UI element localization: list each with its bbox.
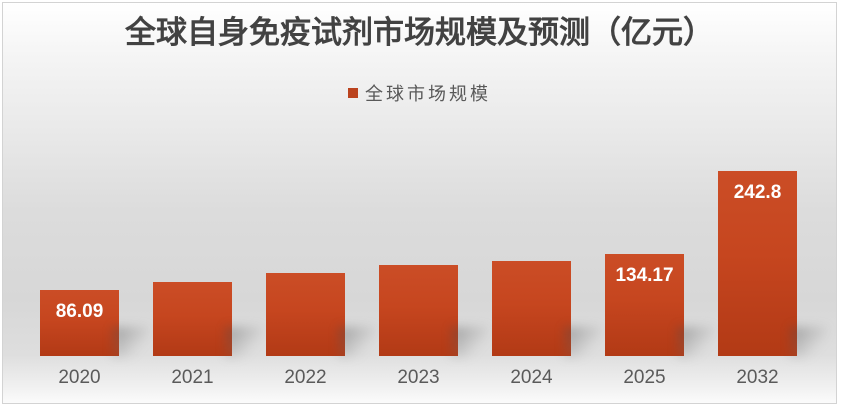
x-axis-labels: 2020 2021 2022 2023 2024 2025 2032 [23, 367, 814, 388]
bar-2022 [266, 273, 345, 356]
x-axis-label: 2020 [58, 367, 101, 388]
bar-2021 [153, 282, 232, 356]
bar-column [362, 86, 475, 356]
x-axis-label: 2022 [284, 367, 327, 388]
bar-column: 242.8 [701, 86, 814, 356]
legend-label: 全球市场规模 [365, 84, 491, 105]
bar-column: 134.17 [588, 86, 701, 356]
x-axis-label: 2025 [623, 367, 666, 388]
bar-2024 [492, 261, 571, 356]
legend-swatch-icon [348, 88, 358, 98]
bar-2032: 242.8 [718, 171, 797, 356]
bar-data-label: 242.8 [733, 182, 782, 203]
x-axis-label: 2023 [397, 367, 440, 388]
bar-2020: 86.09 [40, 290, 119, 356]
chart-title: 全球自身免疫试剂市场规模及预测（亿元） [125, 15, 714, 51]
x-axis-label: 2024 [510, 367, 553, 388]
bar-column [136, 86, 249, 356]
x-axis-label: 2032 [736, 367, 779, 388]
bar-data-label: 86.09 [55, 301, 104, 322]
x-axis-label: 2021 [171, 367, 214, 388]
bar-column: 86.09 [23, 86, 136, 356]
bar-column [249, 86, 362, 356]
bar-column [475, 86, 588, 356]
bar-2023 [379, 265, 458, 356]
bar-data-label: 134.17 [615, 265, 674, 286]
chart-legend: 全球市场规模 [3, 80, 836, 106]
bar-2025: 134.17 [605, 254, 684, 356]
plot-area: 86.09 134.17 242.8 [23, 86, 814, 356]
